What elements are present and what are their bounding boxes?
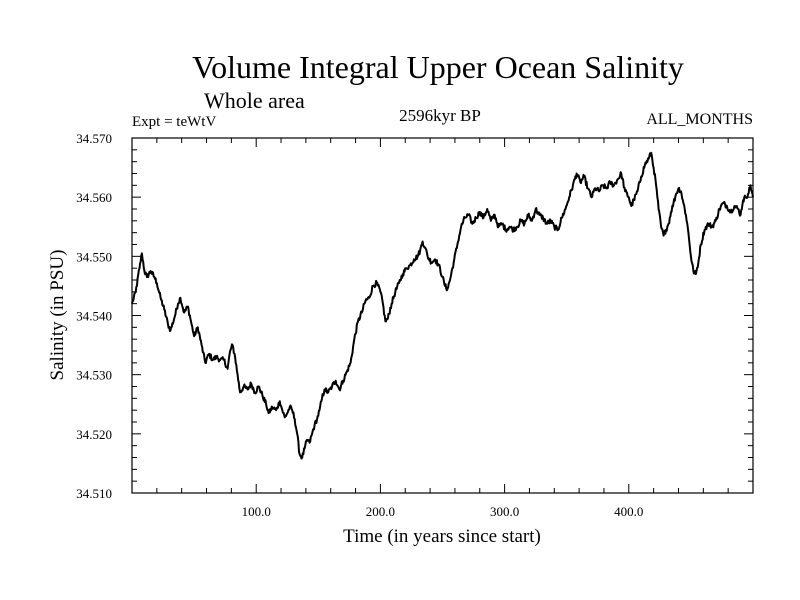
x-tick-label: 200.0 [366,504,395,519]
y-tick-label: 34.520 [76,427,112,442]
months-label: ALL_MONTHS [646,111,753,128]
x-axis-label: Time (in years since start) [343,526,541,547]
x-tick-label: 300.0 [490,504,519,519]
y-tick-label: 34.530 [76,368,112,383]
y-axis-label: Salinity (in PSU) [47,250,68,381]
period-label: 2596kyr BP [399,106,481,125]
chart-title: Volume Integral Upper Ocean Salinity [192,49,684,85]
y-tick-label: 34.540 [76,309,112,324]
y-axis: 34.510 34.520 34.530 34.540 34.550 34.560 34.5… [76,131,753,501]
y-tick-label: 34.560 [76,190,112,205]
x-tick-label: 100.0 [242,504,271,519]
chart-subtitle: Whole area [204,88,305,113]
x-axis: 100.0 200.0 300.0 400.0 [131,138,754,519]
salinity-series-line [131,151,754,460]
y-tick-label: 34.510 [76,486,112,501]
y-tick-label: 34.570 [76,131,112,146]
plot-frame [131,137,754,494]
experiment-label: Expt = teWtV [132,114,216,130]
y-tick-label: 34.550 [76,249,112,264]
x-tick-label: 400.0 [614,504,643,519]
